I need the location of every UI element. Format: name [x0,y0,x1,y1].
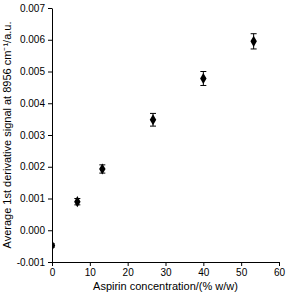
tick-mark [166,262,167,266]
tick-mark [48,230,52,231]
error-bar-cap [200,85,206,86]
tick-mark [48,72,52,73]
point [250,36,256,47]
x-axis-title: Aspirin concentration/(% w/w) [93,280,238,292]
chart: 0 10 20 30 40 50 60 -0.001 0.000 0.001 0.002 0.003 0… [0,0,293,296]
tick-mark [241,262,242,266]
error-bar-cap [251,33,257,34]
tick-mark [48,103,52,104]
error-bar [150,113,156,126]
x-tick: 20 [123,262,135,278]
tick-mark [128,262,129,266]
x-tick: 50 [236,262,248,278]
tick-mark [48,262,52,263]
data [52,34,257,251]
plot: 0 10 20 30 40 50 60 -0.001 0.000 0.001 0.002 0.003 0… [17,3,286,278]
x-tick: 40 [198,262,210,278]
tick-mark [203,262,204,266]
error-bar-cap [150,126,156,127]
x-axis: 0 10 20 30 40 50 60 [50,262,286,278]
tick-label: 0.001 [20,193,45,204]
tick-label: 0.006 [20,34,45,45]
axis-line [52,9,53,263]
tick-label: 30 [160,267,172,278]
tick-label: 20 [123,267,135,278]
tick-label: 0.007 [20,3,45,14]
y-tick: 0.007 [20,3,52,14]
tick-label: 0.005 [20,66,45,77]
tick-mark [48,8,52,9]
error-bar-cap [251,48,257,49]
point [99,163,105,174]
tick-label: 0.000 [20,225,45,236]
tick-label: 60 [274,267,286,278]
point [150,114,156,125]
point [52,240,55,251]
error-bar [251,34,257,49]
tick-label: 0.004 [20,98,45,109]
y-tick: 0.005 [20,66,52,77]
tick-mark [48,40,52,41]
point [74,196,80,207]
tick-mark [48,199,52,200]
tick-mark [48,167,52,168]
tick-mark [279,262,280,266]
tick-label: 0.003 [20,130,45,141]
y-axis: -0.001 0.000 0.001 0.002 0.003 0.004 0.005 0.00… [17,3,53,268]
y-tick: 0.002 [20,161,52,172]
y-tick: -0.001 [17,257,52,268]
y-tick: 0.003 [20,130,52,141]
y-tick: 0.004 [20,98,52,109]
error-bar-cap [200,71,206,72]
y-axis-title: Average 1st derivative signal at 8956 cm… [1,22,13,249]
tick-label: 0 [50,267,56,278]
x-tick: 0 [50,262,56,278]
tick-mark [90,262,91,266]
y-tick: 0.000 [20,225,52,236]
tick-label: 50 [236,267,248,278]
tick-label: 10 [85,267,97,278]
x-tick: 60 [274,262,286,278]
y-tick: 0.006 [20,34,52,45]
tick-mark [52,262,53,266]
error-bar-cap [150,113,156,114]
x-tick: 10 [85,262,97,278]
y-tick: 0.001 [20,193,52,204]
error-bar [200,72,206,86]
tick-label: 40 [198,267,210,278]
point [200,73,206,84]
x-tick: 30 [160,262,172,278]
tick-label: -0.001 [17,257,46,268]
tick-label: 0.002 [20,161,45,172]
tick-mark [48,135,52,136]
